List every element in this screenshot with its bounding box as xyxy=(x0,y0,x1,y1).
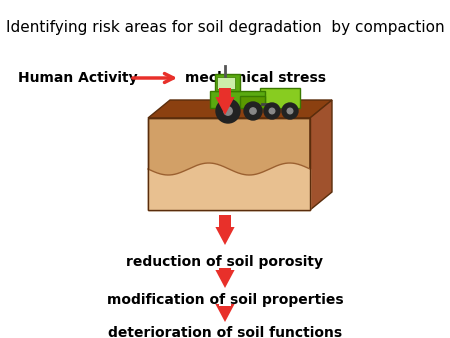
FancyBboxPatch shape xyxy=(240,96,265,108)
Text: Human Activity: Human Activity xyxy=(18,71,138,85)
Polygon shape xyxy=(216,88,234,115)
Text: Identifying risk areas for soil degradation  by compaction: Identifying risk areas for soil degradat… xyxy=(6,20,444,35)
Circle shape xyxy=(269,108,275,114)
Text: mechanical stress: mechanical stress xyxy=(185,71,326,85)
Polygon shape xyxy=(216,215,234,245)
Polygon shape xyxy=(216,304,234,322)
Circle shape xyxy=(216,99,240,123)
Circle shape xyxy=(244,102,262,120)
FancyBboxPatch shape xyxy=(260,88,300,108)
Polygon shape xyxy=(148,118,310,210)
FancyBboxPatch shape xyxy=(217,77,235,89)
Polygon shape xyxy=(310,100,332,210)
FancyBboxPatch shape xyxy=(210,91,265,108)
Text: reduction of soil porosity: reduction of soil porosity xyxy=(126,255,324,269)
Circle shape xyxy=(264,103,280,119)
Text: modification of soil properties: modification of soil properties xyxy=(107,293,343,307)
Circle shape xyxy=(224,107,232,115)
Circle shape xyxy=(287,108,293,114)
Text: deterioration of soil functions: deterioration of soil functions xyxy=(108,326,342,338)
Polygon shape xyxy=(148,100,332,118)
Circle shape xyxy=(250,108,256,114)
Polygon shape xyxy=(216,268,234,288)
Circle shape xyxy=(282,103,298,119)
FancyBboxPatch shape xyxy=(215,74,240,91)
